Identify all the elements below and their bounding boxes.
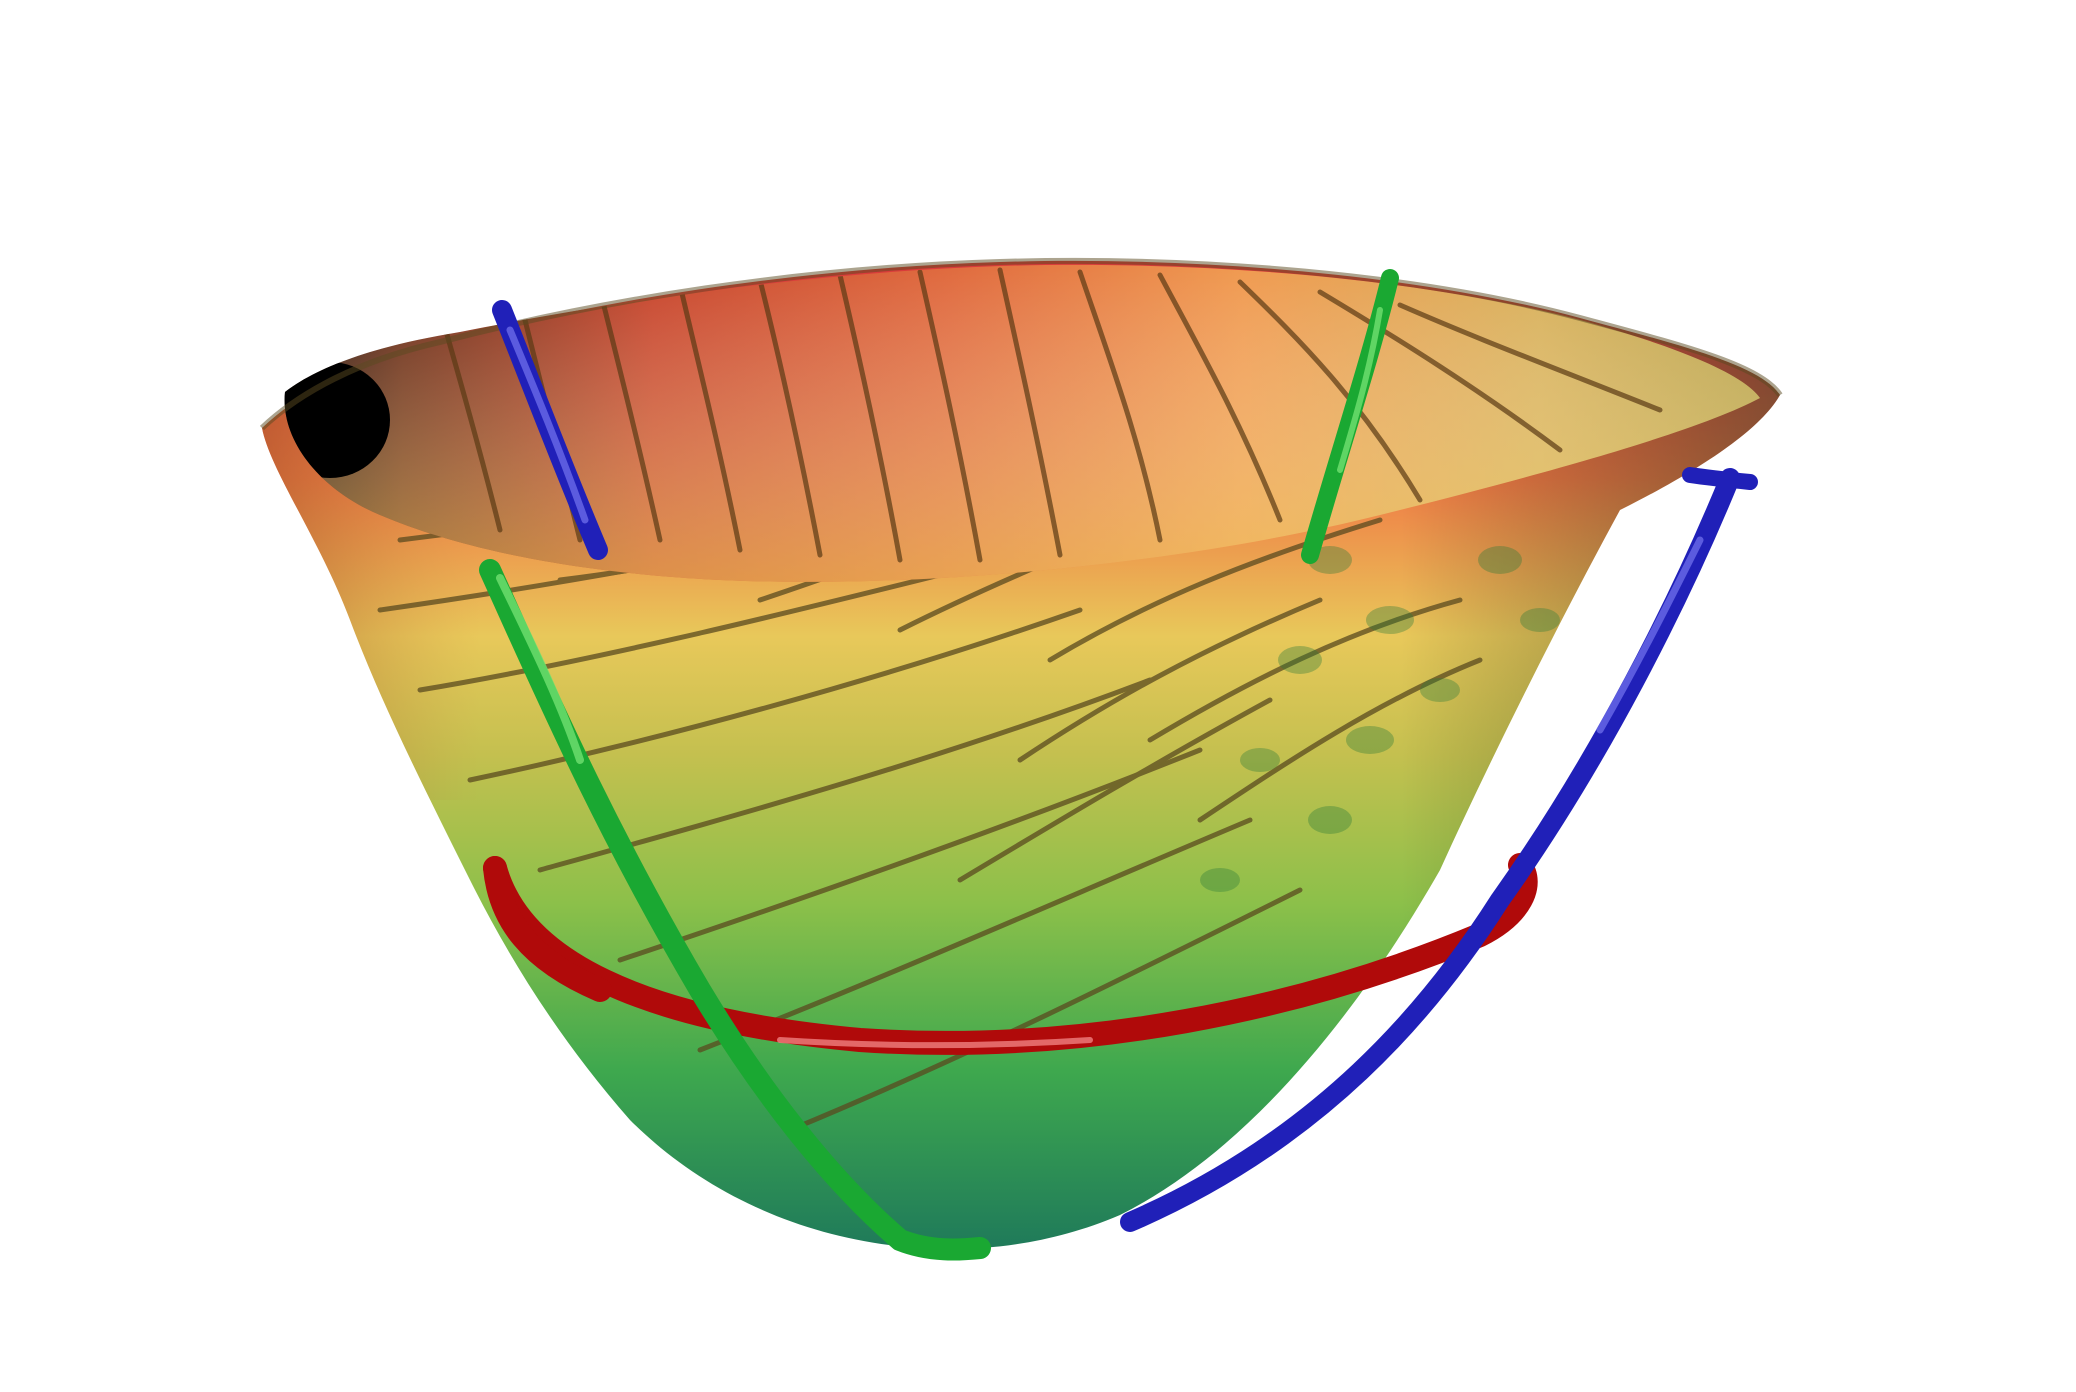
green-curve-back [1301, 269, 1399, 564]
surface-scales [1200, 546, 1560, 892]
bowl-rim [259, 257, 1783, 431]
blue-curve-right [1120, 467, 1758, 1232]
green-curve-front [479, 559, 991, 1261]
blue-curve-back [492, 300, 608, 560]
inner-shadow-hole [284, 362, 390, 478]
